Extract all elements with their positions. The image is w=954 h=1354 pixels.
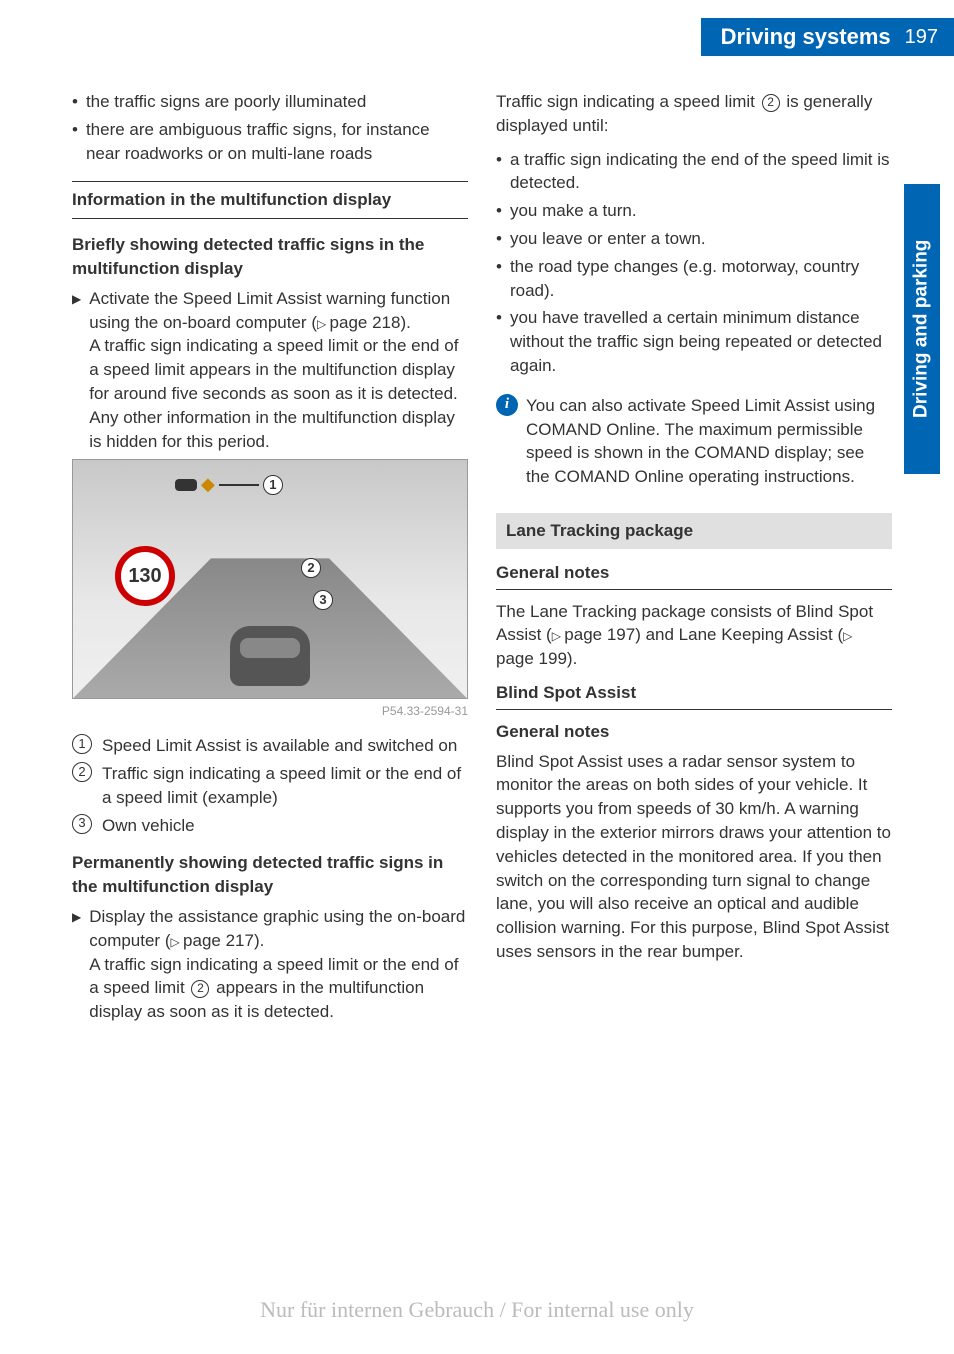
watermark-text: Nur für internen Gebrauch / For internal… — [0, 1295, 954, 1326]
info-note: i You can also activate Speed Limit Assi… — [496, 394, 892, 489]
legend-item: 1 Speed Limit Assist is available and sw… — [72, 734, 468, 758]
subsubsection-heading: General notes — [496, 720, 892, 744]
step-text: ). — [400, 313, 410, 332]
body-text: ). — [567, 649, 577, 668]
header-title: Driving systems — [721, 22, 891, 53]
callout-1: 1 — [263, 475, 283, 495]
list-item: a traffic sign indicating the end of the… — [496, 148, 892, 196]
speed-limit-sign: 130 — [115, 546, 175, 606]
step-text: Display the assistance graphic using the… — [89, 907, 465, 950]
list-item: you have travelled a certain minimum dis… — [496, 306, 892, 377]
paragraph: The Lane Tracking package consists of Bl… — [496, 600, 892, 671]
list-item: the traffic signs are poorly illuminated — [72, 90, 468, 114]
content-wrapper: the traffic signs are poorly illuminated… — [72, 90, 892, 1030]
car-icon — [175, 479, 197, 491]
page-reference: page 197 — [552, 625, 635, 644]
inline-callout: 2 — [762, 94, 780, 112]
step-content: Activate the Speed Limit Assist warning … — [89, 287, 468, 454]
bullet-text: the traffic signs are poorly illuminated — [86, 90, 366, 114]
right-column: Traffic sign indicating a speed limit 2 … — [496, 90, 892, 1030]
step-body: A traffic sign indicating a speed limit … — [89, 334, 468, 453]
body-text: Traffic sign indicating a speed limit — [496, 92, 760, 111]
inline-callout: 2 — [191, 980, 209, 998]
list-item: you make a turn. — [496, 199, 892, 223]
legend-item: 3 Own vehicle — [72, 814, 468, 838]
left-column: the traffic signs are poorly illuminated… — [72, 90, 468, 1030]
bullet-text: the road type changes (e.g. motorway, co… — [510, 255, 892, 303]
list-item: there are ambiguous traffic signs, for i… — [72, 118, 468, 166]
legend-text: Own vehicle — [102, 814, 195, 838]
legend: 1 Speed Limit Assist is available and sw… — [72, 734, 468, 837]
subsection-heading: Blind Spot Assist — [496, 681, 892, 710]
body-text: ) and Lane Keeping Assist ( — [635, 625, 843, 644]
legend-item: 2 Traffic sign indicating a speed limit … — [72, 762, 468, 810]
page-reference: page 218 — [317, 313, 400, 332]
diagram-top-icons: ◆ 1 — [175, 472, 283, 497]
list-item: you leave or enter a town. — [496, 227, 892, 251]
section-heading-h2: Information in the multifunction display — [72, 181, 468, 219]
legend-number: 3 — [72, 814, 92, 834]
list-item: the road type changes (e.g. motorway, co… — [496, 255, 892, 303]
page-number: 197 — [905, 23, 938, 51]
bullet-text: you leave or enter a town. — [510, 227, 706, 251]
paragraph: Blind Spot Assist uses a radar sensor sy… — [496, 750, 892, 964]
instruction-step: Activate the Speed Limit Assist warning … — [72, 287, 468, 454]
multifunction-display-diagram: ◆ 1 130 2 3 — [72, 459, 468, 699]
paragraph: Traffic sign indicating a speed limit 2 … — [496, 90, 892, 138]
step-content: Display the assistance graphic using the… — [89, 905, 468, 1024]
legend-number: 2 — [72, 762, 92, 782]
legend-number: 1 — [72, 734, 92, 754]
bullet-text: you have travelled a certain minimum dis… — [510, 306, 892, 377]
page-reference: page 217 — [170, 931, 253, 950]
subsection-heading: General notes — [496, 561, 892, 590]
bullet-text: you make a turn. — [510, 199, 637, 223]
intro-bullet-list: the traffic signs are poorly illuminated… — [72, 90, 468, 165]
until-bullet-list: a traffic sign indicating the end of the… — [496, 148, 892, 378]
diagram-reference: P54.33-2594-31 — [72, 703, 468, 720]
bullet-text: there are ambiguous traffic signs, for i… — [86, 118, 468, 166]
info-text: You can also activate Speed Limit Assist… — [526, 394, 892, 489]
section-tab: Driving and parking — [904, 184, 940, 474]
section-heading-h3: Permanently showing detected traffic sig… — [72, 851, 468, 899]
info-icon: i — [496, 394, 518, 416]
section-heading-h3: Briefly showing detected traffic signs i… — [72, 233, 468, 281]
legend-text: Traffic sign indicating a speed limit or… — [102, 762, 468, 810]
section-heading-grey: Lane Tracking package — [496, 513, 892, 549]
instruction-step: Display the assistance graphic using the… — [72, 905, 468, 1024]
step-body: A traffic sign indicating a speed limit … — [89, 953, 468, 1024]
bullet-text: a traffic sign indicating the end of the… — [510, 148, 892, 196]
page-header: Driving systems 197 — [701, 18, 954, 56]
legend-text: Speed Limit Assist is available and swit… — [102, 734, 457, 758]
own-vehicle-icon — [230, 626, 310, 686]
step-text: ). — [254, 931, 264, 950]
